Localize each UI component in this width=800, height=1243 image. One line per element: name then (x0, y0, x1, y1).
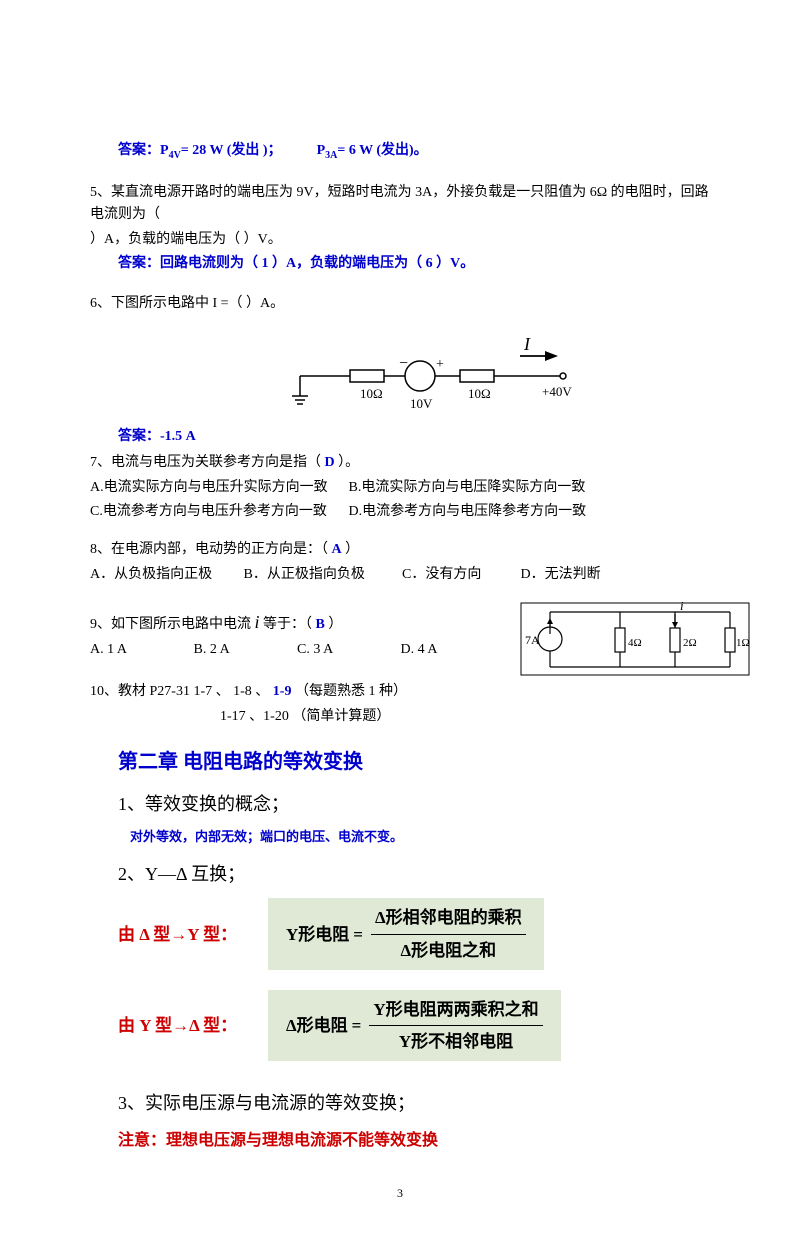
ans-prefix: 答案：P (118, 143, 169, 158)
q7-opt-b: B.电流实际方向与电压降实际方向一致 (349, 480, 586, 495)
q5-line1: 5、某直流电源开路时的端电压为 9V，短路时电流为 3A，外接负载是一只阻值为 … (90, 182, 710, 227)
ans-sub1: 4V (169, 150, 181, 161)
f2-box: Δ形电阻 = Y形电阻两两乘积之和 Y形不相邻电阻 (268, 990, 561, 1061)
q7-options-row1: A.电流实际方向与电压升实际方向一致 B.电流实际方向与电压降实际方向一致 (90, 477, 710, 499)
f2-lhs: Δ形电阻 (286, 1012, 348, 1039)
s1-heading: 1、等效变换的概念； (118, 790, 710, 819)
f2-eq: = (352, 1012, 362, 1039)
q8-opt-a: A．从负极指向正极 (90, 564, 240, 586)
f2-label: 由 Y 型→Δ 型： (118, 1012, 248, 1039)
ans-eq2: = 6 W (发出)。 (337, 143, 427, 158)
q8-options: A．从负极指向正极 B．从正极指向负极 C．没有方向 D．无法判断 (90, 564, 710, 586)
q6-vr-label: +40V (542, 384, 572, 399)
q6-r1-label: 10Ω (360, 386, 383, 401)
q9-opt-a: A. 1 A (90, 639, 190, 661)
f1-label: 由 Δ 型→Y 型： (118, 921, 248, 948)
ans-sub2: 3A (325, 150, 337, 161)
q5-line2: ）A，负载的端电压为（ ）V。 (90, 229, 710, 251)
svg-text:1Ω: 1Ω (736, 637, 750, 649)
f1-num: Δ形相邻电阻的乘积 (371, 904, 526, 934)
q6-stem: 6、下图所示电路中 I =（ ）A。 (90, 293, 710, 315)
f1-eq: = (353, 921, 363, 948)
q8-opt-d: D．无法判断 (521, 567, 601, 582)
ans-p2: P (317, 143, 326, 158)
q7-answer-letter: D (325, 455, 335, 470)
page-number: 3 (90, 1184, 710, 1203)
formula-y-to-delta: 由 Y 型→Δ 型： Δ形电阻 = Y形电阻两两乘积之和 Y形不相邻电阻 (118, 990, 710, 1061)
q7-opt-c: C.电流参考方向与电压升参考方向一致 (90, 501, 345, 523)
f1-lhs: Y形电阻 (286, 921, 349, 948)
q9-stem1: 9、如下图所示电路中电流 (90, 617, 255, 632)
svg-text:4Ω: 4Ω (628, 637, 642, 649)
q9-stem3: ） (325, 617, 343, 632)
f2-num: Y形电阻两两乘积之和 (369, 996, 542, 1026)
q7-opt-d: D.电流参考方向与电压降参考方向一致 (349, 504, 587, 519)
q8-stem-text: 8、在电源内部，电动势的正方向是：（ (90, 542, 332, 557)
s1-note: 对外等效，内部无效；端口的电压、电流不变。 (130, 827, 710, 848)
q9-opt-c: C. 3 A (297, 639, 397, 661)
f2-den: Y形不相邻电阻 (395, 1026, 517, 1055)
q10-l1b: 1-9 (273, 684, 292, 699)
q8-opt-c: C．没有方向 (402, 564, 517, 586)
q10-l1c: （每题熟悉 1 种） (291, 684, 407, 699)
q6-answer: 答案：-1.5 A (118, 426, 710, 448)
q6-circuit-diagram: 10Ω − + 10V 10Ω I +40V (290, 326, 590, 416)
f1-frac: Δ形相邻电阻的乘积 Δ形电阻之和 (371, 904, 526, 963)
q9-stem2: 等于：（ (260, 617, 316, 632)
svg-text:+: + (436, 357, 444, 372)
s2-heading: 2、Y—Δ 互换； (118, 860, 710, 889)
q9-circuit-diagram: 7A 4Ω 2Ω i 1Ω (520, 602, 750, 682)
q7-options-row2: C.电流参考方向与电压升参考方向一致 D.电流参考方向与电压降参考方向一致 (90, 501, 710, 523)
q6-i-label: I (523, 334, 531, 354)
svg-text:i: i (680, 602, 684, 613)
q10-line2: 1-17 、1-20 （简单计算题） (220, 706, 710, 728)
q8-stem-end: ） (342, 542, 360, 557)
q9-opt-d: D. 4 A (401, 642, 438, 657)
svg-text:2Ω: 2Ω (683, 637, 697, 649)
q6-r2-label: 10Ω (468, 386, 491, 401)
q7-opt-a: A.电流实际方向与电压升实际方向一致 (90, 477, 345, 499)
q9-opt-b: B. 2 A (194, 639, 294, 661)
ans-gap (282, 143, 317, 158)
f1-den: Δ形电阻之和 (396, 935, 500, 964)
q9-answer-letter: B (316, 617, 325, 632)
chapter-2-title: 第二章 电阻电路的等效变换 (118, 746, 710, 778)
f2-frac: Y形电阻两两乘积之和 Y形不相邻电阻 (369, 996, 542, 1055)
q7-stem: 7、电流与电压为关联参考方向是指（ D ）。 (90, 452, 710, 474)
q5-answer: 答案：回路电流则为（ 1 ）A，负载的端电压为（ 6 ）V。 (118, 253, 710, 275)
q8-opt-b: B．从正极指向负极 (244, 564, 399, 586)
q7-stem-end: ）。 (335, 455, 360, 470)
svg-text:−: − (399, 355, 408, 372)
q6-v-label: 10V (410, 396, 433, 411)
s3-heading: 3、实际电压源与电流源的等效变换； (118, 1089, 710, 1118)
answer-p4v-p3a: 答案：P4V= 28 W (发出 )； P3A= 6 W (发出)。 (118, 140, 710, 164)
q8-stem: 8、在电源内部，电动势的正方向是：（ A ） (90, 539, 710, 561)
ans-eq1: = 28 W (发出 )； (181, 143, 282, 158)
q8-answer-letter: A (332, 542, 342, 557)
q10-line1: 10、教材 P27-31 1-7 、 1-8 、 1-9 （每题熟悉 1 种） (90, 681, 710, 703)
q7-stem-text: 7、电流与电压为关联参考方向是指（ (90, 455, 325, 470)
formula-delta-to-y: 由 Δ 型→Y 型： Y形电阻 = Δ形相邻电阻的乘积 Δ形电阻之和 (118, 898, 710, 969)
svg-text:7A: 7A (525, 633, 540, 647)
q10-l1a: 10、教材 P27-31 1-7 、 1-8 、 (90, 684, 273, 699)
f1-box: Y形电阻 = Δ形相邻电阻的乘积 Δ形电阻之和 (268, 898, 544, 969)
